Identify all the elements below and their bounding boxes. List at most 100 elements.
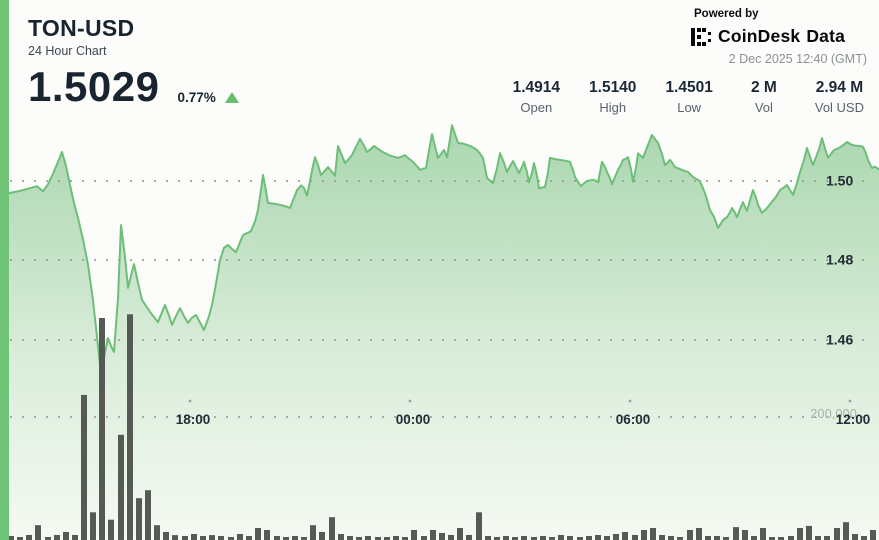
volume-bar: [200, 536, 206, 540]
volume-bar: [824, 536, 830, 540]
timestamp: 2 Dec 2025 12:40 (GMT): [728, 52, 867, 66]
stat-value: 2.94 M: [815, 79, 864, 96]
volume-bar: [843, 522, 849, 540]
volume-bar: [218, 536, 224, 540]
volume-bar: [17, 537, 23, 540]
coindesk-logo-icon: [691, 27, 711, 46]
volume-bar: [283, 537, 289, 540]
volume-bar: [668, 536, 674, 540]
coindesk-brand-row[interactable]: CoinDesk Data: [691, 26, 867, 47]
volume-bar: [228, 537, 234, 540]
volume-bar: [604, 536, 610, 540]
volume-bar: [172, 535, 178, 540]
volume-bar: [54, 535, 60, 540]
volume-bar: [806, 525, 812, 540]
stat-label: Low: [677, 100, 702, 115]
current-price-row: 1.5029 0.77%: [28, 66, 239, 108]
volume-bar: [347, 536, 353, 540]
volume-bar: [558, 535, 564, 540]
x-tick-dot: [628, 399, 632, 403]
volume-bar: [99, 318, 105, 540]
volume-bar: [687, 530, 693, 540]
volume-bar: [485, 536, 491, 540]
volume-bar: [209, 535, 215, 540]
powered-by-label: Powered by: [694, 8, 759, 20]
stat-value: 1.4914: [512, 79, 561, 96]
volume-bar: [760, 528, 766, 540]
stat-value: 1.5140: [589, 79, 637, 96]
volume-bar: [319, 532, 325, 540]
x-tick-dot: [408, 399, 412, 403]
volume-bar: [815, 536, 821, 540]
volume-bar: [45, 537, 51, 540]
volume-bar: [476, 512, 482, 540]
x-tick-dot: [188, 399, 192, 403]
volume-bar: [521, 536, 527, 540]
volume-bar: [659, 535, 665, 540]
volume-bar: [384, 537, 390, 540]
volume-bar: [503, 536, 509, 540]
volume-bar: [274, 536, 280, 540]
volume-bar: [567, 536, 573, 540]
volume-bar: [411, 530, 417, 540]
x-tick-dot: [848, 399, 852, 403]
volume-bar: [632, 535, 638, 540]
change-indicator: 0.77%: [177, 90, 239, 108]
volume-bar: [72, 535, 78, 540]
volume-bar: [182, 536, 188, 540]
volume-bar: [714, 536, 720, 540]
up-triangle-icon: [224, 92, 239, 103]
volume-bar: [723, 537, 729, 540]
stat-label: Vol: [754, 100, 773, 115]
volume-bar: [696, 528, 702, 540]
stat-vol-usd: 2.94 M Vol USD: [815, 79, 864, 115]
volume-bar: [834, 528, 840, 540]
volume-bar: [26, 535, 32, 540]
volume-bar: [788, 536, 794, 540]
stat-open: 1.4914 Open: [513, 79, 560, 115]
volume-bar: [852, 534, 858, 540]
volume-bar: [118, 434, 124, 540]
volume-bar: [154, 525, 160, 540]
volume-bar: [512, 537, 518, 540]
volume-bar: [549, 537, 555, 540]
volume-bar: [81, 394, 87, 540]
chart-subtitle: 24 Hour Chart: [28, 44, 107, 58]
volume-bar: [769, 537, 775, 540]
volume-bar: [301, 537, 307, 540]
volume-bar: [393, 536, 399, 540]
price-area-fill: [0, 125, 879, 540]
volume-bar: [439, 533, 445, 540]
volume-bar: [191, 534, 197, 540]
stat-label: Vol USD: [814, 100, 864, 115]
stat-value: 1.4501: [665, 79, 713, 96]
volume-bar: [870, 530, 876, 540]
volume-bar: [402, 537, 408, 540]
y-axis-label: 1.50: [826, 172, 854, 189]
volume-bar: [310, 525, 316, 540]
volume-bar: [531, 537, 537, 540]
volume-bar: [255, 528, 261, 540]
brand-suffix: Data: [806, 26, 846, 46]
volume-bar: [650, 528, 656, 540]
powered-by-block: Powered by CoinDesk Data 2 Dec 2025 12:4…: [691, 8, 867, 66]
volume-bar: [136, 498, 142, 540]
volume-bar: [494, 537, 500, 540]
volume-bar: [264, 530, 270, 540]
stat-label: Open: [520, 100, 553, 115]
volume-bar: [338, 534, 344, 540]
volume-bar: [540, 536, 546, 540]
volume-bar: [577, 537, 583, 540]
volume-bar: [329, 517, 335, 540]
volume-bar: [145, 490, 151, 540]
volume-bar: [466, 535, 472, 540]
volume-bar: [778, 537, 784, 540]
volume-bar: [35, 525, 41, 540]
x-axis-label: 06:00: [615, 412, 651, 427]
volume-bar: [861, 536, 867, 540]
stat-low: 1.4501 Low: [665, 79, 712, 115]
stat-label: High: [599, 100, 627, 115]
y-axis-label: 1.46: [826, 331, 854, 348]
volume-bar: [8, 536, 14, 540]
